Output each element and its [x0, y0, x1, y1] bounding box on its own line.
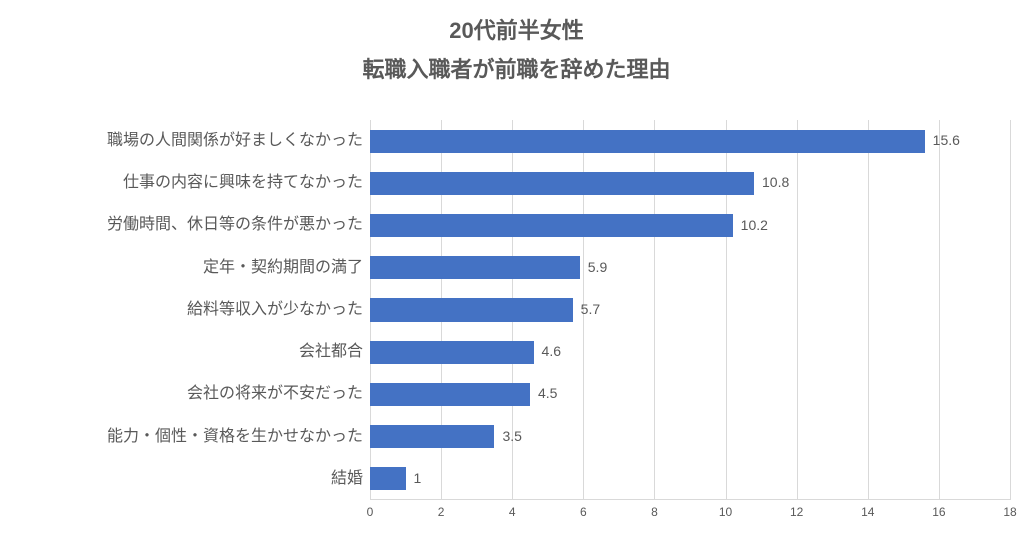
x-tick-label: 0: [367, 505, 374, 519]
gridline: [939, 120, 940, 500]
bar: [370, 341, 534, 364]
category-label: 職場の人間関係が好ましくなかった: [107, 120, 363, 162]
bar-value-label: 4.5: [538, 385, 557, 401]
bar-value-label: 10.2: [741, 217, 768, 233]
x-axis-line: [370, 499, 1010, 500]
category-label: 定年・契約期間の満了: [203, 247, 363, 289]
bar: [370, 467, 406, 490]
bar-value-label: 15.6: [933, 132, 960, 148]
bar: [370, 383, 530, 406]
bar-value-label: 5.9: [588, 259, 607, 275]
bar: [370, 214, 733, 237]
gridline: [1010, 120, 1011, 500]
plot-area: 02468101214161815.610.810.25.95.74.64.53…: [370, 120, 1010, 500]
x-tick-label: 6: [580, 505, 587, 519]
bar: [370, 256, 580, 279]
category-label: 会社都合: [299, 331, 363, 373]
x-tick-label: 16: [932, 505, 945, 519]
chart-container: 20代前半女性 転職入職者が前職を辞めた理由 02468101214161815…: [0, 0, 1033, 559]
chart-title-line1: 20代前半女性: [0, 0, 1033, 47]
bar-value-label: 3.5: [502, 428, 521, 444]
bar: [370, 130, 925, 153]
bar-value-label: 5.7: [581, 301, 600, 317]
x-tick-label: 14: [861, 505, 874, 519]
bar-value-label: 1: [414, 470, 422, 486]
gridline: [868, 120, 869, 500]
category-label: 給料等収入が少なかった: [187, 289, 363, 331]
category-label: 能力・個性・資格を生かせなかった: [107, 416, 363, 458]
category-label: 会社の将来が不安だった: [187, 373, 363, 415]
bar: [370, 298, 573, 321]
chart-title: 20代前半女性 転職入職者が前職を辞めた理由: [0, 0, 1033, 94]
x-tick-label: 8: [651, 505, 658, 519]
bar-value-label: 4.6: [542, 343, 561, 359]
bar: [370, 172, 754, 195]
category-label: 仕事の内容に興味を持てなかった: [123, 162, 363, 204]
x-tick-label: 18: [1003, 505, 1016, 519]
bar: [370, 425, 494, 448]
x-tick-label: 10: [719, 505, 732, 519]
category-label: 労働時間、休日等の条件が悪かった: [107, 204, 363, 246]
chart-title-line2: 転職入職者が前職を辞めた理由: [0, 47, 1033, 94]
category-label: 結婚: [331, 458, 363, 500]
x-tick-label: 2: [438, 505, 445, 519]
bar-value-label: 10.8: [762, 174, 789, 190]
x-tick-label: 4: [509, 505, 516, 519]
x-tick-label: 12: [790, 505, 803, 519]
gridline: [797, 120, 798, 500]
